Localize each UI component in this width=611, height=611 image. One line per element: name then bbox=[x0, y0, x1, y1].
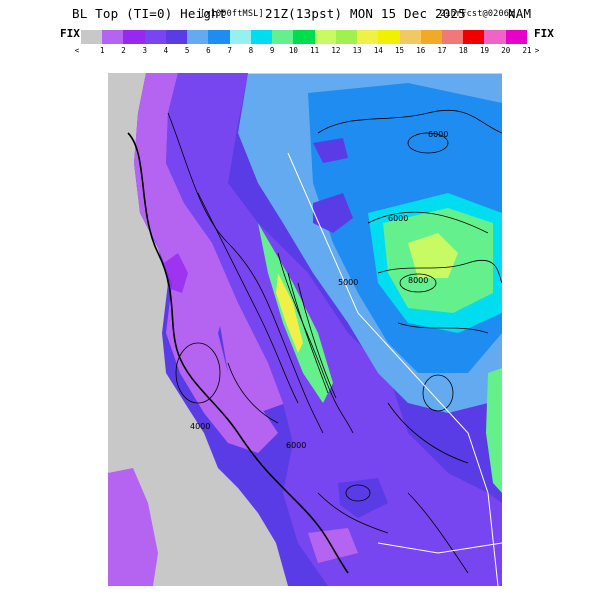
contour-line-7 bbox=[377, 260, 502, 284]
contour-ring-1 bbox=[407, 132, 449, 154]
tick-label: 13 bbox=[352, 46, 362, 55]
title-valid-time: 21Z(13pst) MON 15 Dec 2025 bbox=[265, 6, 466, 21]
contour-ring-3 bbox=[422, 374, 454, 412]
tick-label: 4 bbox=[163, 46, 169, 55]
tick-label: 7 bbox=[227, 46, 232, 55]
contour-line-3 bbox=[277, 252, 354, 434]
tick-label: 3 bbox=[142, 46, 147, 55]
tick-label: 19 bbox=[480, 46, 490, 55]
contour-label: 5000 bbox=[338, 278, 358, 287]
contour-line-5 bbox=[297, 282, 337, 399]
plateau-lime bbox=[408, 233, 458, 278]
color-swatch bbox=[441, 30, 464, 44]
contour-line-1 bbox=[167, 112, 324, 434]
southern-purple-patch bbox=[308, 528, 358, 563]
color-swatch bbox=[187, 30, 209, 44]
coastline-contour bbox=[127, 132, 349, 574]
tick-label: 21 bbox=[522, 46, 532, 55]
color-swatch bbox=[250, 30, 273, 44]
map-title: BL Top (TI=0) Height [x1000ftMSL] 21Z(13… bbox=[0, 6, 611, 22]
tick-label: 2 bbox=[121, 46, 126, 55]
tick-label: 18 bbox=[458, 46, 468, 55]
color-swatch bbox=[272, 30, 294, 44]
color-swatch bbox=[165, 30, 188, 44]
bl-top-height-map: 6000 6000 8000 5000 4000 6000 bbox=[108, 73, 502, 586]
tick-label: 16 bbox=[416, 46, 426, 55]
contour-line-12 bbox=[317, 492, 389, 534]
tick-label: 20 bbox=[501, 46, 511, 55]
tick-label: 15 bbox=[395, 46, 405, 55]
dark-blue-patch-north-2 bbox=[313, 138, 348, 163]
contour-ring-5 bbox=[175, 342, 221, 404]
contour-label: 6000 bbox=[428, 130, 448, 139]
contour-line-11 bbox=[387, 402, 469, 464]
contour-labels: 6000 6000 8000 5000 4000 6000 bbox=[190, 130, 448, 450]
border-ca-nv bbox=[287, 152, 489, 494]
color-swatch bbox=[208, 30, 230, 44]
contour-label: 6000 bbox=[388, 214, 408, 223]
color-swatch bbox=[229, 30, 251, 44]
color-swatch bbox=[463, 30, 485, 44]
tick-over: > bbox=[534, 46, 540, 55]
dark-blue-patch-north bbox=[313, 193, 353, 233]
contour-line-2 bbox=[197, 192, 299, 404]
fix-label-left: FIX bbox=[60, 27, 80, 40]
contour-line-4 bbox=[287, 272, 329, 394]
color-swatch bbox=[123, 30, 145, 44]
tick-label: 5 bbox=[184, 46, 190, 55]
color-swatch bbox=[314, 30, 336, 44]
color-swatch bbox=[357, 30, 379, 44]
title-parameter: BL Top (TI=0) Height bbox=[72, 6, 227, 21]
border-nv-az bbox=[487, 492, 499, 586]
color-swatch bbox=[144, 30, 166, 44]
tick-label: 17 bbox=[437, 46, 447, 55]
dark-blue-patch-south bbox=[338, 478, 388, 518]
tick-label: 11 bbox=[310, 46, 320, 55]
contour-label: 8000 bbox=[408, 276, 428, 285]
contour-line-10 bbox=[227, 362, 279, 424]
eastern-green-band bbox=[486, 368, 502, 493]
contour-line-8 bbox=[397, 322, 489, 334]
color-swatch bbox=[102, 30, 124, 44]
color-swatch bbox=[378, 30, 400, 44]
tick-label: 6 bbox=[206, 46, 211, 55]
tick-label: 9 bbox=[269, 46, 275, 55]
tick-under: < bbox=[74, 46, 80, 55]
color-swatch bbox=[505, 30, 527, 44]
tick-label: 8 bbox=[248, 46, 254, 55]
title-forecast: 21hrFcst@0206z bbox=[440, 9, 515, 19]
contour-ring-4 bbox=[345, 484, 371, 502]
southern-offshore-purple bbox=[108, 468, 158, 586]
contour-line-6 bbox=[367, 211, 489, 234]
contour-label: 4000 bbox=[190, 422, 210, 431]
contour-label: 6000 bbox=[286, 441, 306, 450]
tick-label: 10 bbox=[288, 46, 298, 55]
title-units: [x1000ftMSL] bbox=[200, 9, 264, 19]
border-az-nm bbox=[377, 542, 502, 554]
color-swatch bbox=[484, 30, 506, 44]
title-model: NAM bbox=[508, 6, 532, 21]
coastal-purple-band bbox=[134, 73, 278, 453]
sierra-yellow-strip bbox=[276, 273, 303, 353]
color-swatch bbox=[81, 30, 103, 44]
color-scale-ticks: <1 2 3 4 5 6 7 8 9 10 11 12 13 14 15 16 17 18 19 20 21 > bbox=[70, 46, 540, 56]
color-scale-bar bbox=[81, 30, 527, 44]
offshore-purple-patch bbox=[164, 253, 188, 293]
state-borders bbox=[248, 73, 502, 586]
contour-ring-2 bbox=[399, 273, 437, 293]
contour-line-13 bbox=[407, 492, 469, 574]
tick-label: 14 bbox=[373, 46, 383, 55]
color-swatch bbox=[293, 30, 315, 44]
interior-violet bbox=[166, 73, 502, 586]
ocean-area bbox=[108, 73, 288, 586]
contour-line-9 bbox=[317, 109, 502, 134]
fix-label-right: FIX bbox=[534, 27, 554, 40]
color-swatch bbox=[420, 30, 442, 44]
color-swatch bbox=[335, 30, 358, 44]
color-swatch bbox=[399, 30, 421, 44]
tick-label: 1 bbox=[99, 46, 105, 55]
contour-lines bbox=[127, 109, 502, 574]
tick-label: 12 bbox=[331, 46, 341, 55]
